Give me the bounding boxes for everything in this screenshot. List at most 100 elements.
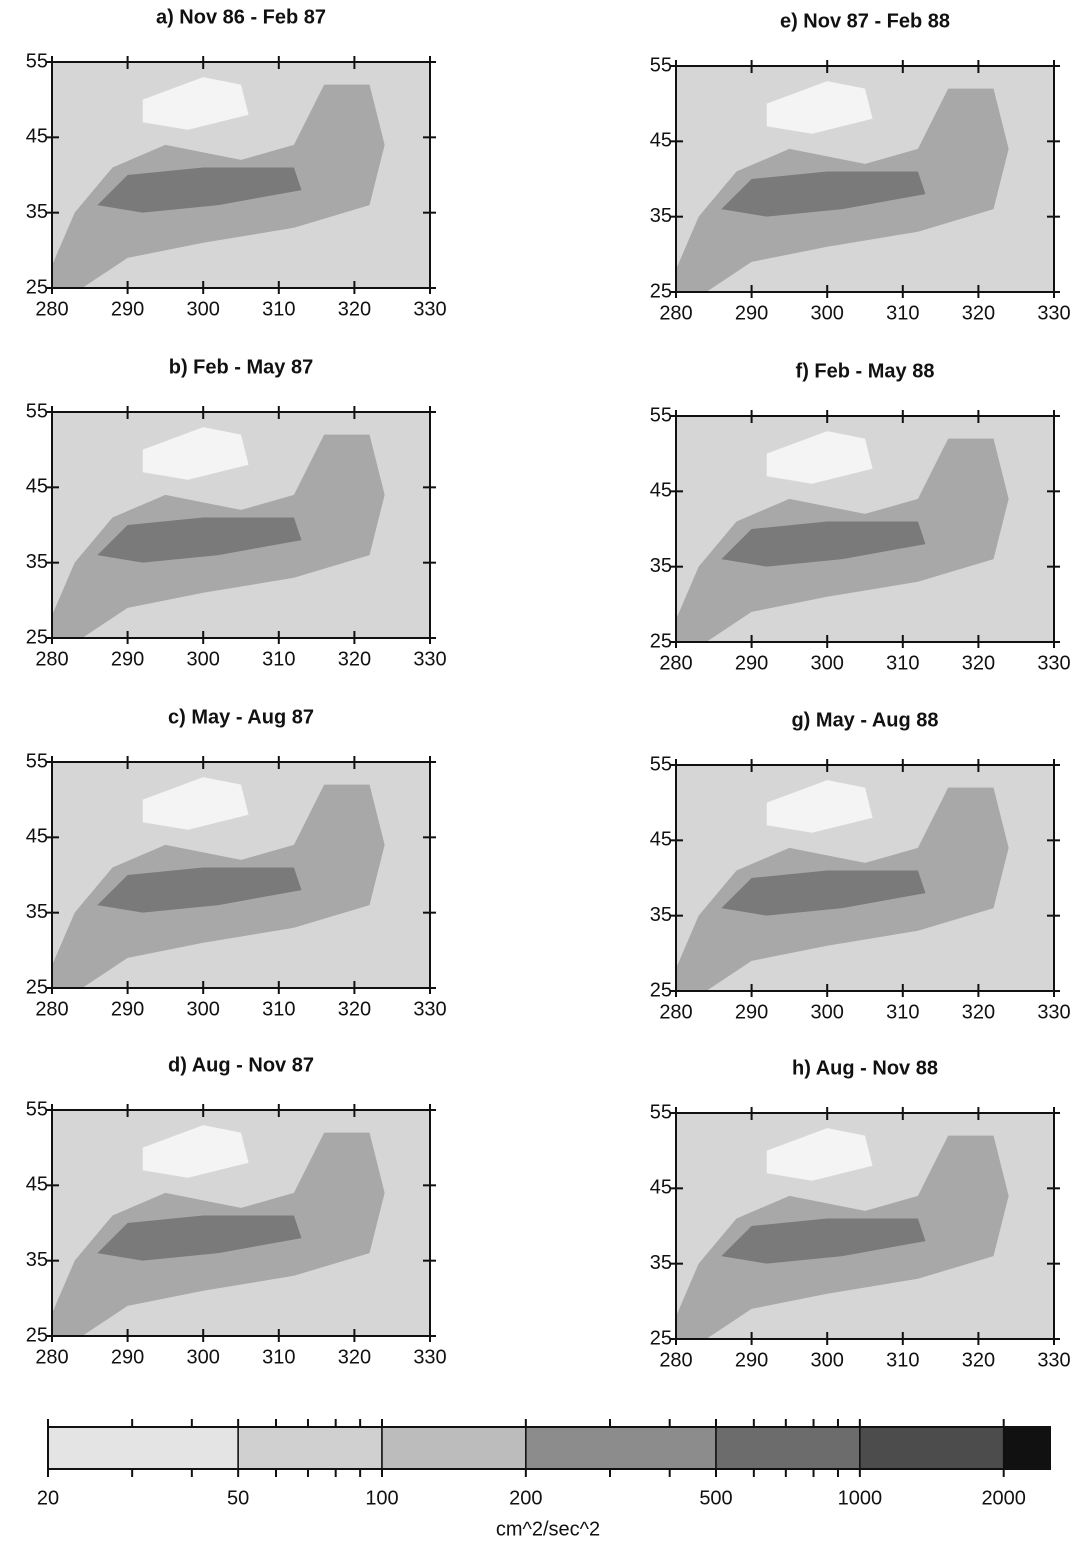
low-region (142, 427, 249, 480)
x-tick-label: 300 (187, 998, 220, 1020)
x-tick-label: 320 (338, 1346, 371, 1368)
x-tick-label: 290 (111, 1346, 144, 1368)
map-field (676, 66, 1054, 292)
panel-title: b) Feb - May 87 (169, 356, 313, 378)
x-tick-label: 330 (1037, 1349, 1070, 1371)
y-tick-label: 55 (650, 54, 672, 76)
x-tick-label: 320 (338, 648, 371, 670)
y-tick-label: 55 (26, 1098, 48, 1120)
x-tick-label: 300 (811, 302, 844, 324)
map-field (676, 765, 1054, 991)
map-frame (675, 1112, 1055, 1340)
colorbar-segment (859, 1426, 1005, 1470)
map-frame (675, 65, 1055, 293)
x-tick-label: 310 (886, 652, 919, 674)
y-tick-label: 35 (26, 551, 48, 573)
y-tick-label: 45 (26, 476, 48, 498)
y-tick-label: 25 (650, 630, 672, 652)
y-tick-label: 45 (650, 1177, 672, 1199)
y-tick-label: 25 (650, 1327, 672, 1349)
y-tick-label: 35 (26, 201, 48, 223)
low-region (766, 81, 873, 134)
colorbar-label: cm^2/sec^2 (496, 1518, 600, 1540)
map-field (52, 1110, 430, 1336)
high-region (721, 171, 926, 217)
colorbar-segment (381, 1426, 527, 1470)
colorbar-tick-label: 20 (37, 1487, 59, 1509)
x-tick-label: 330 (1037, 1001, 1070, 1023)
x-tick-label: 280 (35, 998, 68, 1020)
low-region (766, 1128, 873, 1181)
x-tick-label: 310 (886, 302, 919, 324)
map-field (676, 1113, 1054, 1339)
x-tick-label: 310 (886, 1001, 919, 1023)
x-tick-label: 290 (111, 298, 144, 320)
colorbar-segment (237, 1426, 383, 1470)
colorbar-segment (525, 1426, 717, 1470)
y-tick-label: 35 (26, 1249, 48, 1271)
colorbar-tick-label: 2000 (981, 1487, 1026, 1509)
y-tick-label: 25 (26, 276, 48, 298)
map-frame (675, 764, 1055, 992)
map-frame (675, 415, 1055, 643)
y-tick-label: 45 (650, 480, 672, 502)
x-tick-label: 330 (413, 1346, 446, 1368)
high-region (721, 870, 926, 916)
x-tick-label: 290 (111, 648, 144, 670)
panel-title: h) Aug - Nov 88 (792, 1057, 938, 1079)
x-tick-label: 290 (735, 1001, 768, 1023)
high-region (97, 867, 302, 913)
y-tick-label: 35 (650, 205, 672, 227)
x-tick-label: 330 (413, 648, 446, 670)
map-frame (51, 411, 431, 639)
x-tick-label: 290 (735, 302, 768, 324)
x-tick-label: 330 (413, 298, 446, 320)
low-region (142, 1125, 249, 1178)
map-frame (51, 761, 431, 989)
x-tick-label: 330 (1037, 302, 1070, 324)
map-field (52, 412, 430, 638)
x-tick-label: 290 (735, 1349, 768, 1371)
y-tick-label: 45 (650, 130, 672, 152)
map-field (52, 62, 430, 288)
x-tick-label: 280 (659, 1001, 692, 1023)
panel-title: e) Nov 87 - Feb 88 (780, 10, 950, 32)
colorbar-tick-label: 50 (227, 1487, 249, 1509)
colorbar-tick-label: 500 (699, 1487, 732, 1509)
x-tick-label: 310 (262, 648, 295, 670)
panel-title: d) Aug - Nov 87 (168, 1054, 314, 1076)
y-tick-label: 55 (650, 1101, 672, 1123)
low-region (766, 780, 873, 833)
panel-title: g) May - Aug 88 (791, 709, 938, 731)
panel-title: c) May - Aug 87 (168, 706, 314, 728)
x-tick-label: 320 (962, 1349, 995, 1371)
x-tick-label: 300 (187, 1346, 220, 1368)
y-tick-label: 35 (650, 555, 672, 577)
y-tick-label: 25 (650, 280, 672, 302)
x-tick-label: 310 (262, 298, 295, 320)
panel-title: a) Nov 86 - Feb 87 (156, 6, 326, 28)
x-tick-label: 280 (35, 1346, 68, 1368)
high-region (721, 1218, 926, 1264)
y-tick-label: 25 (26, 626, 48, 648)
colorbar-tick-label: 200 (509, 1487, 542, 1509)
x-tick-label: 300 (811, 1001, 844, 1023)
x-tick-label: 310 (262, 998, 295, 1020)
x-tick-label: 300 (811, 652, 844, 674)
x-tick-label: 280 (659, 1349, 692, 1371)
x-tick-label: 320 (338, 998, 371, 1020)
y-tick-label: 55 (26, 750, 48, 772)
x-tick-label: 320 (962, 302, 995, 324)
x-tick-label: 300 (187, 648, 220, 670)
colorbar-segment (1002, 1426, 1051, 1470)
y-tick-label: 35 (650, 1252, 672, 1274)
low-region (142, 777, 249, 830)
x-tick-label: 310 (262, 1346, 295, 1368)
low-region (142, 77, 249, 130)
high-region (721, 521, 926, 567)
x-tick-label: 290 (111, 998, 144, 1020)
colorbar-tick-label: 100 (365, 1487, 398, 1509)
y-tick-label: 25 (650, 979, 672, 1001)
map-field (676, 416, 1054, 642)
colorbar-tick-label: 1000 (838, 1487, 883, 1509)
